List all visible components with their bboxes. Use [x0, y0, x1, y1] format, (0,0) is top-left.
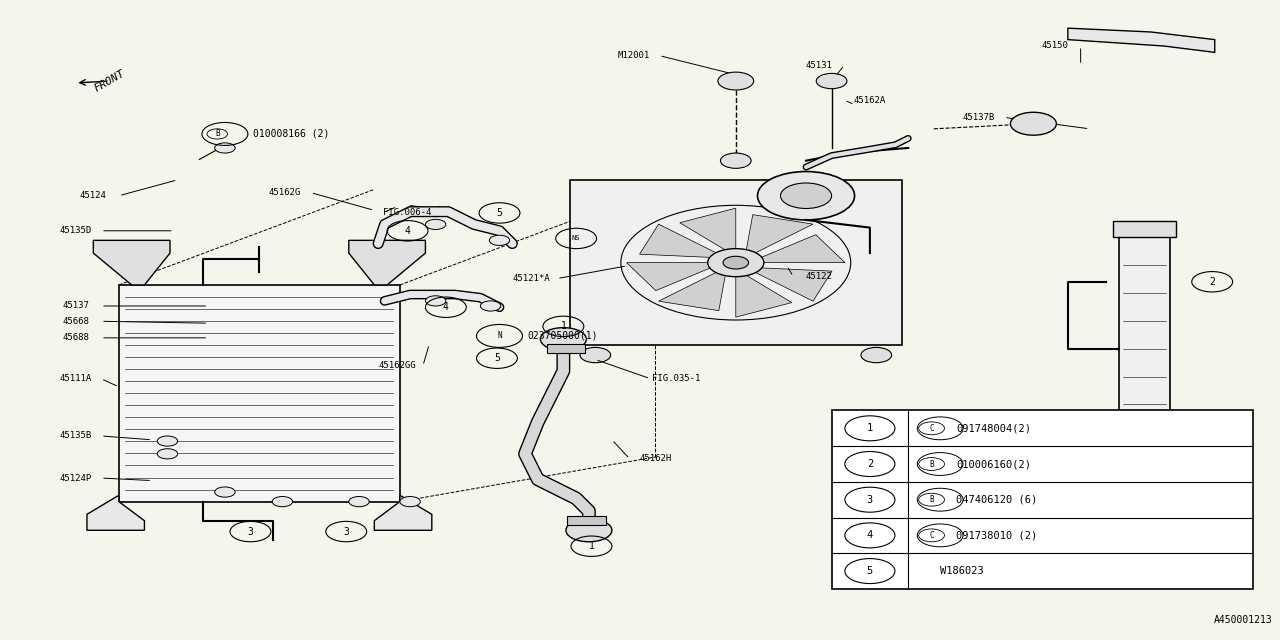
Circle shape — [425, 220, 445, 230]
Text: 45137: 45137 — [61, 301, 88, 310]
Circle shape — [157, 449, 178, 459]
Polygon shape — [745, 214, 813, 258]
Text: 45162G: 45162G — [269, 188, 301, 197]
Text: 45135B: 45135B — [59, 431, 92, 440]
Text: 1: 1 — [589, 541, 594, 551]
Circle shape — [718, 72, 754, 90]
Circle shape — [566, 519, 612, 541]
Text: 3: 3 — [343, 527, 349, 536]
Text: 45688: 45688 — [61, 333, 88, 342]
Text: 091748004(2): 091748004(2) — [956, 423, 1030, 433]
Text: 091738010 (2): 091738010 (2) — [956, 531, 1037, 540]
Circle shape — [425, 296, 445, 306]
Bar — [567, 516, 605, 525]
Circle shape — [215, 487, 236, 497]
Text: 010008166 (2): 010008166 (2) — [253, 129, 329, 139]
Circle shape — [540, 328, 586, 351]
Bar — [1112, 221, 1176, 237]
Bar — [832, 410, 1253, 589]
Circle shape — [480, 301, 500, 311]
Circle shape — [273, 497, 293, 507]
Text: 45137B: 45137B — [963, 113, 995, 122]
Text: 3: 3 — [247, 527, 253, 536]
Text: 45162H: 45162H — [639, 454, 672, 463]
Circle shape — [758, 172, 855, 220]
Bar — [570, 180, 902, 346]
Text: 45122: 45122 — [805, 272, 832, 281]
Text: 023705000(1): 023705000(1) — [527, 331, 598, 341]
Text: 5: 5 — [497, 208, 503, 218]
Polygon shape — [374, 495, 431, 531]
Text: M12001: M12001 — [617, 51, 650, 60]
Circle shape — [348, 497, 369, 507]
Circle shape — [157, 436, 178, 446]
Text: FIG.035-1: FIG.035-1 — [652, 374, 700, 383]
Polygon shape — [680, 208, 736, 256]
Text: 2: 2 — [1210, 276, 1215, 287]
Circle shape — [215, 143, 236, 153]
Text: FRONT: FRONT — [93, 68, 127, 94]
Text: 3: 3 — [867, 495, 873, 505]
Text: C: C — [929, 531, 934, 540]
Circle shape — [861, 348, 892, 363]
Text: N: N — [497, 332, 502, 340]
Circle shape — [723, 256, 749, 269]
Text: 45135D: 45135D — [59, 227, 92, 236]
Polygon shape — [87, 495, 145, 531]
Circle shape — [708, 248, 764, 276]
Text: 45162GG: 45162GG — [379, 362, 416, 371]
Polygon shape — [627, 262, 723, 291]
Circle shape — [1010, 112, 1056, 135]
FancyBboxPatch shape — [119, 285, 399, 502]
Text: 45150: 45150 — [1042, 42, 1069, 51]
Text: 047406120 (6): 047406120 (6) — [956, 495, 1037, 505]
Polygon shape — [745, 267, 832, 301]
Text: 5: 5 — [867, 566, 873, 576]
Bar — [1119, 237, 1170, 460]
Polygon shape — [749, 235, 845, 262]
Text: 010006160(2): 010006160(2) — [956, 459, 1030, 469]
Text: A450001213: A450001213 — [1213, 614, 1272, 625]
Polygon shape — [659, 267, 727, 310]
Text: 2: 2 — [867, 459, 873, 469]
Circle shape — [489, 236, 509, 246]
Bar — [547, 344, 585, 353]
Text: 4: 4 — [867, 531, 873, 540]
Text: 4: 4 — [443, 302, 449, 312]
Text: 5: 5 — [494, 353, 500, 364]
Text: B: B — [929, 460, 934, 468]
Text: 4: 4 — [404, 226, 411, 236]
Circle shape — [721, 153, 751, 168]
Text: 45121*A: 45121*A — [512, 274, 550, 283]
Text: 1: 1 — [561, 321, 566, 332]
Text: 45111A: 45111A — [59, 374, 92, 383]
Polygon shape — [93, 241, 170, 285]
Text: B: B — [215, 129, 220, 138]
Circle shape — [781, 183, 832, 209]
Text: C: C — [929, 424, 934, 433]
Polygon shape — [348, 241, 425, 285]
Text: FIG.006-4: FIG.006-4 — [383, 209, 431, 218]
Text: 45162A: 45162A — [854, 95, 886, 105]
Text: 45124: 45124 — [79, 191, 106, 200]
Text: NS: NS — [572, 236, 580, 241]
Circle shape — [399, 497, 420, 507]
Circle shape — [817, 74, 847, 89]
Polygon shape — [736, 269, 792, 317]
Text: W186023: W186023 — [940, 566, 984, 576]
Polygon shape — [1068, 28, 1215, 52]
Circle shape — [580, 348, 611, 363]
Text: 45668: 45668 — [61, 317, 88, 326]
Polygon shape — [640, 224, 727, 258]
Text: 45131: 45131 — [805, 61, 832, 70]
Text: 45124P: 45124P — [59, 474, 92, 483]
Text: 1: 1 — [867, 423, 873, 433]
Text: B: B — [929, 495, 934, 504]
